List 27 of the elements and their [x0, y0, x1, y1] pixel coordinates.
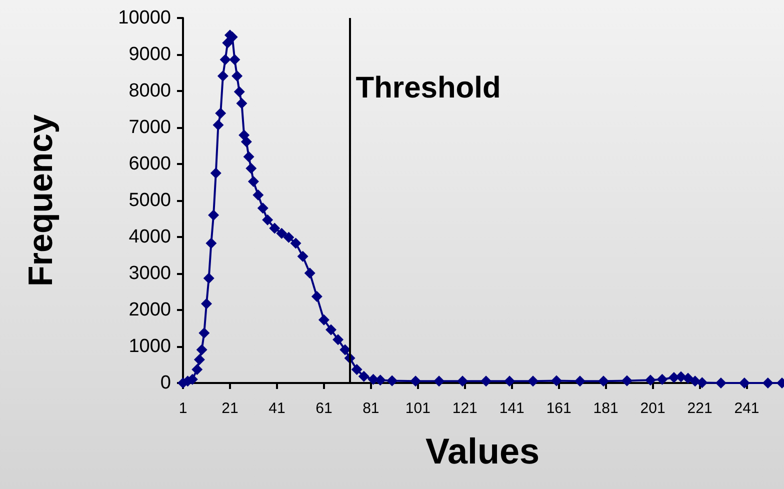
- x-tick-label: 61: [316, 400, 332, 417]
- y-tick-label: 3000: [128, 263, 171, 284]
- y-tick-label: 9000: [128, 44, 171, 65]
- x-tick-label: 241: [734, 400, 760, 417]
- x-tick-label: 21: [222, 400, 238, 417]
- y-tick-label: 8000: [128, 80, 171, 102]
- x-axis-title: Values: [425, 430, 540, 472]
- y-tick-label: 7000: [128, 117, 171, 138]
- x-tick-label: 1: [178, 400, 188, 417]
- x-tick-label: 201: [640, 400, 666, 417]
- x-tick-label: 121: [452, 400, 478, 417]
- y-tick-label: 1000: [128, 336, 171, 357]
- y-tick-label: 4000: [128, 226, 171, 248]
- x-tick-label: 181: [593, 400, 618, 417]
- y-tick-label: 6000: [128, 154, 171, 174]
- y-tick-label: 0: [160, 372, 171, 394]
- y-axis-title: Frequency: [22, 114, 60, 286]
- y-tick-label: 10000: [118, 8, 171, 28]
- x-tick-label: 81: [362, 400, 380, 417]
- x-tick-label: 161: [546, 400, 572, 417]
- y-tick-label: 2000: [128, 300, 171, 320]
- x-tick-label: 221: [687, 400, 712, 417]
- x-tick-label: 141: [499, 400, 524, 417]
- x-tick-label: 101: [405, 400, 430, 417]
- y-tick-label: 5000: [128, 190, 171, 211]
- ref-line-label: Threshold: [356, 72, 501, 104]
- x-tick-label: 41: [268, 400, 286, 417]
